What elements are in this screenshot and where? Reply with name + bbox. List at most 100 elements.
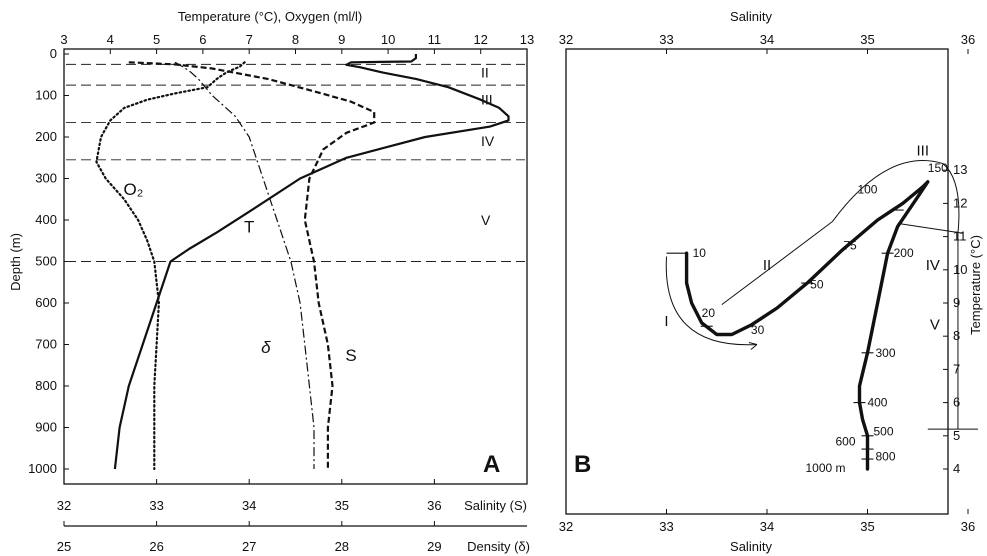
depth-label: 300 (876, 346, 896, 360)
series-line-density (174, 61, 315, 469)
ts-curve (684, 180, 930, 471)
depth-label: 500 (874, 424, 894, 438)
layer-label: V (481, 212, 491, 228)
depth-tick-label: 400 (35, 212, 57, 227)
depth-tick-label: 1000 (28, 461, 57, 476)
depth-tick-label: 900 (35, 420, 57, 435)
series-line-temperature (113, 54, 510, 470)
curve-label: S (345, 346, 356, 365)
depth-tick-label: 300 (35, 171, 57, 186)
zone-arrow-i (665, 256, 757, 346)
top-tick-label: 7 (246, 32, 253, 47)
top-tick-label: 13 (520, 32, 534, 47)
salinity-top-tick-label: 34 (760, 32, 774, 47)
temperature-tick-label: 10 (953, 262, 967, 277)
depth-axis-label: Depth (m) (8, 233, 23, 291)
depth-label: 200 (894, 246, 914, 260)
top-tick-label: 4 (107, 32, 114, 47)
panel-letter-b: B (574, 451, 591, 478)
depth-label: 150 (928, 161, 948, 175)
depth-label: 30 (751, 323, 765, 337)
top-tick-label: 12 (473, 32, 487, 47)
zone-arrow-i-head (748, 342, 758, 350)
salinity-bottom-tick-label: 32 (559, 519, 573, 534)
top-tick-label: 6 (199, 32, 206, 47)
temperature-axis-label: Temperature (°C) (968, 235, 983, 335)
depth-label: 50 (810, 278, 824, 292)
salinity-bottom-tick-label: 33 (659, 519, 673, 534)
zone-label: III (917, 142, 930, 159)
top-tick-label: 11 (428, 32, 442, 47)
density-tick-label: 29 (427, 539, 441, 554)
salinity-tick-label: 34 (242, 498, 256, 513)
depth-label: 75 (843, 239, 857, 253)
top-axis-label: Temperature (°C), Oxygen (ml/l) (178, 9, 362, 24)
top-tick-label: 10 (381, 32, 395, 47)
depth-label: 100 (857, 182, 877, 196)
salinity-bottom-tick-label: 36 (961, 519, 975, 534)
depth-label: 800 (876, 449, 896, 463)
salinity-top-tick-label: 32 (559, 32, 573, 47)
depth-tick-label: 200 (35, 129, 57, 144)
zone-label: II (763, 257, 771, 274)
top-tick-label: 3 (60, 32, 67, 47)
salinity-bottom-tick-label: 34 (760, 519, 774, 534)
density-tick-label: 28 (335, 539, 349, 554)
temperature-tick-label: 12 (953, 195, 967, 210)
zone-iv-connector (897, 222, 964, 234)
depth-label: 1000 m (806, 461, 846, 475)
curve-label: O₂ (124, 180, 144, 199)
series-line-salinity (128, 61, 376, 469)
top-tick-label: 5 (153, 32, 160, 47)
salinity-tick-label: 32 (57, 498, 71, 513)
depth-tick-label: 700 (35, 337, 57, 352)
density-tick-label: 25 (57, 539, 71, 554)
layer-label: III (481, 92, 493, 108)
top-tick-label: 8 (292, 32, 299, 47)
zone-arrow-ii (721, 221, 833, 306)
salinity-top-tick-label: 35 (860, 32, 874, 47)
salinity-top-tick-label: 36 (961, 32, 975, 47)
depth-label: 400 (867, 396, 887, 410)
depth-label: 10 (693, 246, 707, 260)
depth-label: 20 (702, 306, 716, 320)
depth-tick-label: 800 (35, 378, 57, 393)
temperature-tick-label: 5 (953, 428, 960, 443)
top-tick-label: 9 (338, 32, 345, 47)
temperature-tick-label: 7 (953, 361, 960, 376)
zone-label: I (664, 313, 668, 330)
curve-label: T (244, 217, 254, 236)
depth-tick-label: 100 (35, 88, 57, 103)
depth-tick-label: 600 (35, 295, 57, 310)
depth-tick-label: 0 (50, 46, 57, 61)
temperature-tick-label: 4 (953, 461, 960, 476)
panel-letter-a: A (483, 451, 500, 478)
temperature-tick-label: 9 (953, 295, 960, 310)
salinity-bottom-label: Salinity (730, 539, 772, 554)
temperature-tick-label: 13 (953, 162, 967, 177)
temperature-tick-label: 6 (953, 395, 960, 410)
zone-arrow-iii (831, 160, 960, 234)
salinity-axis-label: Salinity (S) (464, 498, 527, 513)
curve-label: δ (261, 338, 271, 357)
density-tick-label: 26 (149, 539, 163, 554)
layer-label: IV (481, 133, 495, 149)
density-tick-label: 27 (242, 539, 256, 554)
salinity-tick-label: 36 (427, 498, 441, 513)
temperature-tick-label: 11 (953, 229, 967, 244)
salinity-top-tick-label: 33 (659, 32, 673, 47)
salinity-bottom-tick-label: 35 (860, 519, 874, 534)
temperature-tick-label: 8 (953, 328, 960, 343)
series-line-oxygen (95, 61, 246, 471)
salinity-top-label: Salinity (730, 9, 772, 24)
layer-label: II (481, 65, 489, 81)
salinity-tick-label: 35 (335, 498, 349, 513)
zone-label: V (930, 317, 940, 334)
depth-tick-label: 500 (35, 254, 57, 269)
depth-label: 600 (836, 434, 856, 448)
plot-frame (63, 48, 528, 485)
salinity-tick-label: 33 (149, 498, 163, 513)
density-axis-label: Density (δ) (467, 539, 530, 554)
